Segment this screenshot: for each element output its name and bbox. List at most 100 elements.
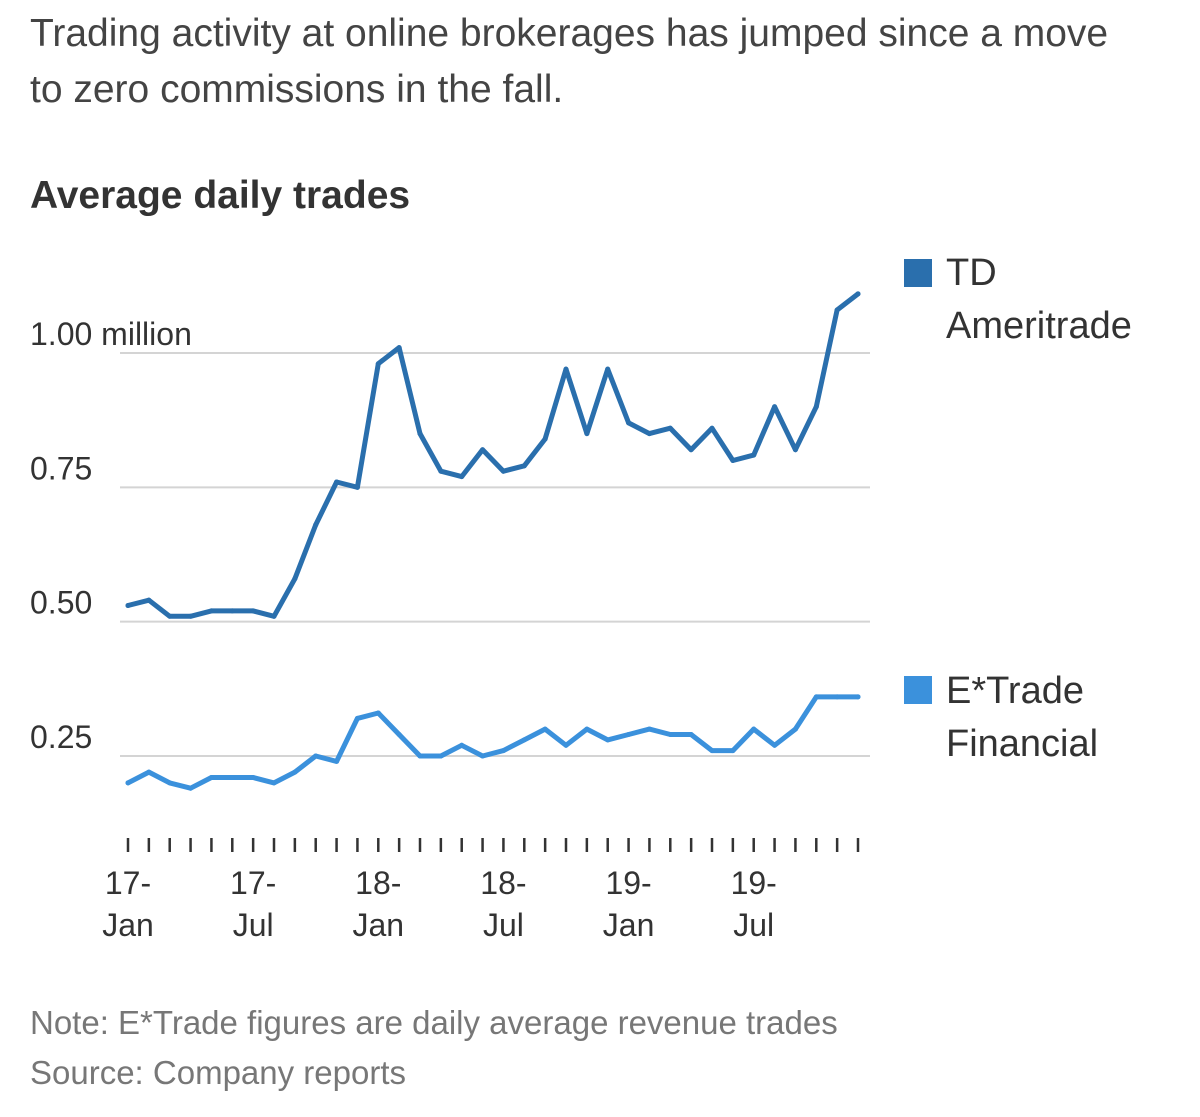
data-point xyxy=(688,732,694,738)
data-point xyxy=(459,742,465,748)
x-tick-label-year: 18- xyxy=(480,865,526,901)
y-tick-label: 0.50 xyxy=(30,585,92,621)
data-point xyxy=(709,425,715,431)
data-point xyxy=(542,436,548,442)
chart-dek: Trading activity at online brokerages ha… xyxy=(30,12,1109,111)
data-point xyxy=(563,366,569,372)
data-point xyxy=(438,468,444,474)
x-tick-label-year: 18- xyxy=(355,865,401,901)
x-tick-label-year: 17- xyxy=(230,865,276,901)
data-point xyxy=(188,785,194,791)
data-point xyxy=(855,291,861,297)
data-point xyxy=(250,608,256,614)
data-point xyxy=(375,710,381,716)
legend: TD Ameritrade E*Trade Financial xyxy=(904,252,1132,765)
data-point xyxy=(417,431,423,437)
data-point xyxy=(709,748,715,754)
data-point xyxy=(146,597,152,603)
legend-label: Financial xyxy=(946,723,1098,765)
data-point xyxy=(313,522,319,528)
x-tick-label-month: Jul xyxy=(733,907,774,943)
data-point xyxy=(375,361,381,367)
data-point xyxy=(271,613,277,619)
legend-label: Ameritrade xyxy=(946,305,1132,347)
data-point xyxy=(500,468,506,474)
data-point xyxy=(438,753,444,759)
legend-swatch xyxy=(904,259,932,287)
y-axis-labels: 1.00 million 0.75 0.50 0.25 xyxy=(30,316,192,755)
data-point xyxy=(208,774,214,780)
data-point xyxy=(125,603,131,609)
x-tick-label-month: Jan xyxy=(603,907,655,943)
series-lines xyxy=(125,291,861,791)
data-point xyxy=(542,726,548,732)
legend-label: E*Trade xyxy=(946,670,1084,712)
legend-swatch xyxy=(904,676,932,704)
data-point xyxy=(125,780,131,786)
data-point xyxy=(834,694,840,700)
data-point xyxy=(646,726,652,732)
data-point xyxy=(730,457,736,463)
x-tick-label-month: Jan xyxy=(102,907,154,943)
data-point xyxy=(584,431,590,437)
data-point xyxy=(480,753,486,759)
x-tick-label-year: 19- xyxy=(731,865,777,901)
data-point xyxy=(813,694,819,700)
data-point xyxy=(855,694,861,700)
data-point xyxy=(834,307,840,313)
x-tick-label-month: Jul xyxy=(483,907,524,943)
data-point xyxy=(500,748,506,754)
series-line-td-ameritrade xyxy=(125,291,861,619)
data-point xyxy=(334,758,340,764)
data-point xyxy=(188,613,194,619)
x-tick-label-year: 17- xyxy=(105,865,151,901)
data-point xyxy=(626,420,632,426)
x-axis: 17- Jan 17- Jul 18- Jan 18- Jul 19- Jan 19- Jul xyxy=(102,838,860,943)
data-point xyxy=(250,774,256,780)
note-text: Note: E*Trade figures are daily average … xyxy=(30,1004,838,1041)
data-point xyxy=(459,474,465,480)
data-point xyxy=(605,366,611,372)
data-point xyxy=(626,732,632,738)
data-point xyxy=(229,608,235,614)
data-point xyxy=(688,447,694,453)
data-point xyxy=(772,742,778,748)
data-point xyxy=(313,753,319,759)
data-point xyxy=(292,769,298,775)
data-point xyxy=(354,484,360,490)
data-point xyxy=(667,732,673,738)
gridlines xyxy=(120,352,870,757)
data-point xyxy=(751,452,757,458)
y-tick-label: 0.25 xyxy=(30,719,92,755)
series-line-etrade xyxy=(125,694,861,791)
data-point xyxy=(792,726,798,732)
data-point xyxy=(813,404,819,410)
data-point xyxy=(334,479,340,485)
data-point xyxy=(480,447,486,453)
data-point xyxy=(417,753,423,759)
chart-footnote: Note: E*Trade figures are daily average … xyxy=(30,998,838,1098)
data-point xyxy=(792,447,798,453)
data-point xyxy=(584,726,590,732)
source-text: Source: Company reports xyxy=(30,1054,407,1091)
y-tick-label: 1.00 million xyxy=(30,316,192,352)
data-point xyxy=(772,404,778,410)
data-point xyxy=(396,732,402,738)
data-point xyxy=(667,425,673,431)
data-point xyxy=(730,748,736,754)
chart-title: Average daily trades xyxy=(30,174,411,217)
data-point xyxy=(563,742,569,748)
data-point xyxy=(521,737,527,743)
data-point xyxy=(167,780,173,786)
y-tick-label: 0.75 xyxy=(30,450,92,486)
x-tick-label-year: 19- xyxy=(605,865,651,901)
data-point xyxy=(646,431,652,437)
x-tick-label-month: Jan xyxy=(352,907,404,943)
data-point xyxy=(208,608,214,614)
data-point xyxy=(521,463,527,469)
data-point xyxy=(605,737,611,743)
data-point xyxy=(229,774,235,780)
x-tick-label-month: Jul xyxy=(233,907,274,943)
data-point xyxy=(396,345,402,351)
